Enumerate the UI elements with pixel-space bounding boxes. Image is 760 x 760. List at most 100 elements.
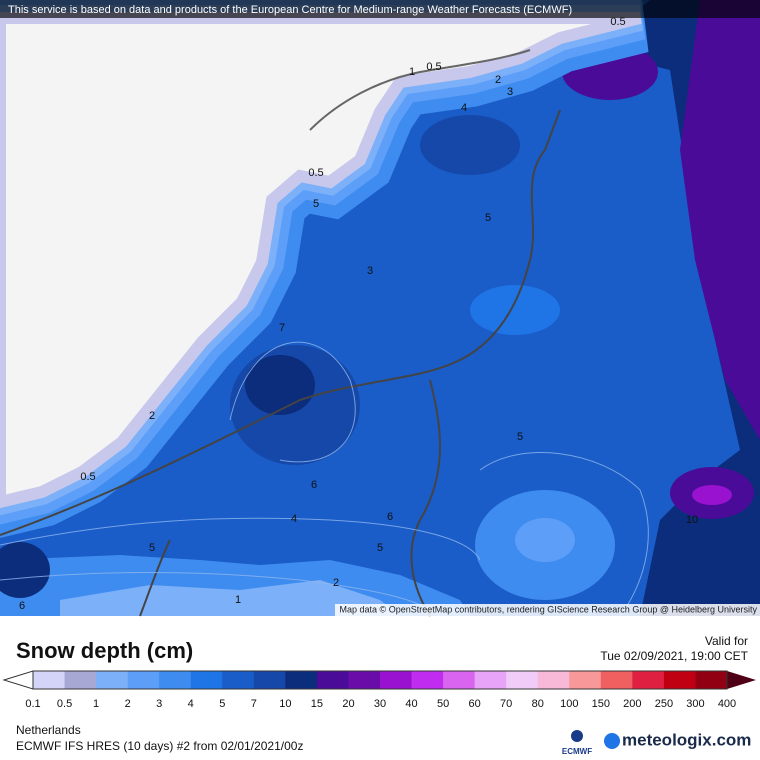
level-label: 2 — [125, 698, 131, 710]
level-label: 40 — [405, 698, 417, 710]
level-label: 30 — [374, 698, 386, 710]
color-swatch — [474, 671, 507, 689]
snow-area — [470, 285, 560, 335]
under-arrow — [2, 670, 34, 690]
level-label: 250 — [655, 698, 673, 710]
contour-label: 5 — [377, 542, 383, 554]
color-swatch — [96, 671, 129, 689]
contour-label: 7 — [279, 322, 285, 334]
contour-label: 0.5 — [426, 61, 441, 73]
border-line — [0, 109, 561, 536]
contour-label: 2 — [495, 74, 501, 86]
level-label: 10 — [279, 698, 291, 710]
credit-bg — [335, 604, 760, 616]
attribution: This service is based on data and produc… — [8, 4, 572, 16]
contour-label: 4 — [291, 513, 297, 525]
level-label: 60 — [469, 698, 481, 710]
snow-area — [692, 485, 732, 505]
contour-label: 6 — [311, 479, 317, 491]
color-swatch — [443, 671, 476, 689]
color-swatch — [411, 671, 444, 689]
snow-area — [60, 580, 400, 616]
color-swatch — [253, 671, 286, 689]
color-swatch — [632, 671, 665, 689]
ecmwf-icon — [571, 730, 583, 742]
contour-label: 5 — [485, 212, 491, 224]
snow-area — [0, 542, 50, 598]
color-swatch — [33, 671, 66, 689]
color-swatch — [569, 671, 602, 689]
contour-label: 2 — [149, 410, 155, 422]
contour-label: 3 — [367, 265, 373, 277]
legend-title: Snow depth (cm) — [16, 638, 193, 663]
level-label: 1 — [93, 698, 99, 710]
color-swatch — [506, 671, 539, 689]
snow-area — [680, 0, 760, 440]
contour-label: 1 — [409, 66, 415, 78]
level-label: 7 — [251, 698, 257, 710]
color-swatch — [190, 671, 223, 689]
contour-label: 0.5 — [80, 471, 95, 483]
contour-label: 5 — [313, 198, 319, 210]
color-swatch — [127, 671, 160, 689]
color-swatch — [663, 671, 696, 689]
color-swatch — [159, 671, 192, 689]
level-label: 200 — [623, 698, 641, 710]
level-label: 4 — [188, 698, 194, 710]
border-line — [309, 49, 531, 131]
colorbar-frame — [32, 670, 728, 690]
borders — [0, 49, 561, 617]
contour-label: 0.5 — [308, 167, 323, 179]
snow-area — [245, 355, 315, 415]
contour-label: 4 — [461, 102, 467, 114]
level-label: 70 — [500, 698, 512, 710]
brand-icon — [604, 733, 620, 749]
level-label: 5 — [219, 698, 225, 710]
level-label: 50 — [437, 698, 449, 710]
contour-label: 1 — [235, 594, 241, 606]
level-label: 0.1 — [25, 698, 40, 710]
valid-label: Valid for — [705, 634, 748, 648]
contour-label: 6 — [387, 511, 393, 523]
level-label: 15 — [311, 698, 323, 710]
sea — [0, 12, 642, 509]
level-label: 20 — [342, 698, 354, 710]
valid-time: Tue 02/09/2021, 19:00 CET — [600, 649, 748, 663]
color-swatch — [64, 671, 97, 689]
level-label: 150 — [592, 698, 610, 710]
snow-area — [515, 518, 575, 562]
level-label: 0.5 — [57, 698, 72, 710]
level-label: 80 — [532, 698, 544, 710]
level-label: 300 — [686, 698, 704, 710]
contour-label: 6 — [19, 600, 25, 612]
region: Netherlands — [16, 723, 81, 737]
color-swatch — [537, 671, 570, 689]
color-swatch — [348, 671, 381, 689]
border-line — [139, 539, 171, 617]
level-label: 400 — [718, 698, 736, 710]
model-run: ECMWF IFS HRES (10 days) #2 from 02/01/2… — [16, 739, 303, 753]
level-label: 3 — [156, 698, 162, 710]
contour-label: 3 — [507, 86, 513, 98]
contour-label: 10 — [686, 514, 698, 526]
brand[interactable]: meteologix.com — [622, 730, 751, 749]
map-credit: Map data © OpenStreetMap contributors, r… — [340, 604, 758, 614]
color-swatch — [285, 671, 318, 689]
level-label: 100 — [560, 698, 578, 710]
snow-area — [420, 115, 520, 175]
color-swatch — [380, 671, 413, 689]
colorbar: 0.1 0.5 1 2 3 4 5 7 10 15 20 30 40 50 60 70 80 100 150 200 2… — [2, 670, 756, 710]
color-swatch — [222, 671, 255, 689]
contour-label: 2 — [333, 577, 339, 589]
ecmwf-logo: ECMWF — [562, 747, 592, 756]
color-swatch — [316, 671, 349, 689]
over-arrow — [727, 671, 756, 689]
contour-label: 0.5 — [610, 16, 625, 28]
header-bar — [0, 0, 760, 18]
contours — [0, 341, 649, 617]
color-swatch — [600, 671, 633, 689]
contour-label: 5 — [149, 542, 155, 554]
